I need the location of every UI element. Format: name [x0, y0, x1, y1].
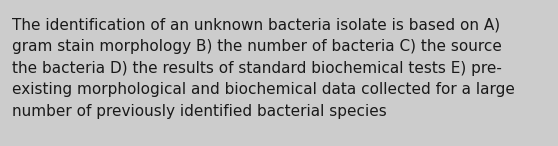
- Text: The identification of an unknown bacteria isolate is based on A)
gram stain morp: The identification of an unknown bacteri…: [12, 18, 515, 119]
